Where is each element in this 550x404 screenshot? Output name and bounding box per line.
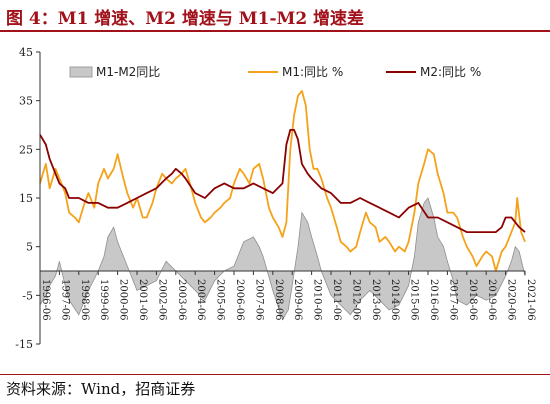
source-rule	[0, 374, 550, 375]
series-m1-line	[39, 90, 526, 272]
legend-m2-label: M2:同比 %	[420, 65, 481, 79]
x-tick-label: 2015-06	[409, 279, 420, 321]
x-tick-label: 2004-06	[195, 279, 206, 321]
x-tick-label: 1996-06	[40, 279, 51, 321]
x-tick-label: 2009-06	[292, 279, 303, 321]
title-bar: 图 4：M1 增速、M2 增速与 M1-M2 增速差	[0, 0, 550, 30]
figure-title: 图 4：M1 增速、M2 增速与 M1-M2 增速差	[6, 9, 365, 29]
x-tick-label: 2019-06	[486, 279, 497, 321]
x-tick-label: 2017-06	[447, 279, 458, 321]
x-tick-label: 2012-06	[350, 279, 361, 321]
x-tick-label: 2005-06	[215, 279, 226, 321]
y-tick-label: 25	[19, 143, 33, 156]
x-tick-label: 2003-06	[176, 279, 187, 321]
y-tick-label: 45	[19, 46, 33, 59]
title-rule	[0, 30, 550, 32]
y-tick-label: 5	[26, 241, 33, 254]
x-tick-label: 2007-06	[253, 279, 264, 321]
axes-layer: 45 35 25 15 5 -5 -15 1996-06 1997-06 1998-06 1999-…	[15, 46, 536, 351]
series-m2-line	[39, 129, 526, 234]
x-tick-label: 1999-06	[98, 279, 109, 321]
x-tick-label: 1998-06	[79, 279, 90, 321]
legend: M1-M2同比 M1:同比 % M2:同比 %	[69, 65, 481, 79]
x-tick-label: 2021-06	[525, 279, 536, 321]
chart: 45 35 25 15 5 -5 -15 1996-06 1997-06 1998-06 1999-…	[15, 46, 536, 351]
line-layer	[39, 90, 526, 272]
x-tick-label: 2016-06	[428, 279, 439, 321]
legend-m1-m2-diff-swatch	[69, 66, 93, 78]
y-tick-label: 35	[19, 95, 33, 108]
x-tick-label: 2000-06	[118, 279, 129, 321]
x-tick-label: 2013-06	[370, 279, 381, 321]
y-tick-label: -5	[22, 289, 33, 302]
y-tick-label: 15	[19, 192, 33, 205]
x-tick-label: 2014-06	[389, 279, 400, 321]
series-m1-m2-diff-area	[39, 197, 526, 321]
source-note: 资料来源：Wind，招商证券	[6, 380, 196, 398]
x-tick-label: 2011-06	[331, 279, 342, 321]
x-tick-label: 2006-06	[234, 279, 245, 321]
x-tick-label: 2018-06	[467, 279, 478, 321]
x-tick-label: 1997-06	[59, 279, 70, 321]
x-tick-label: 2002-06	[156, 279, 167, 321]
x-tick-label: 2008-06	[273, 279, 284, 321]
y-tick-label: -15	[15, 338, 33, 351]
legend-m1-label: M1:同比 %	[282, 65, 343, 79]
diff-area-layer	[39, 197, 526, 321]
legend-m1-m2-diff-label: M1-M2同比	[96, 65, 160, 79]
x-tick-label: 2020-06	[506, 279, 517, 321]
x-tick-label: 2001-06	[137, 279, 148, 321]
x-tick-label: 2010-06	[312, 279, 323, 321]
